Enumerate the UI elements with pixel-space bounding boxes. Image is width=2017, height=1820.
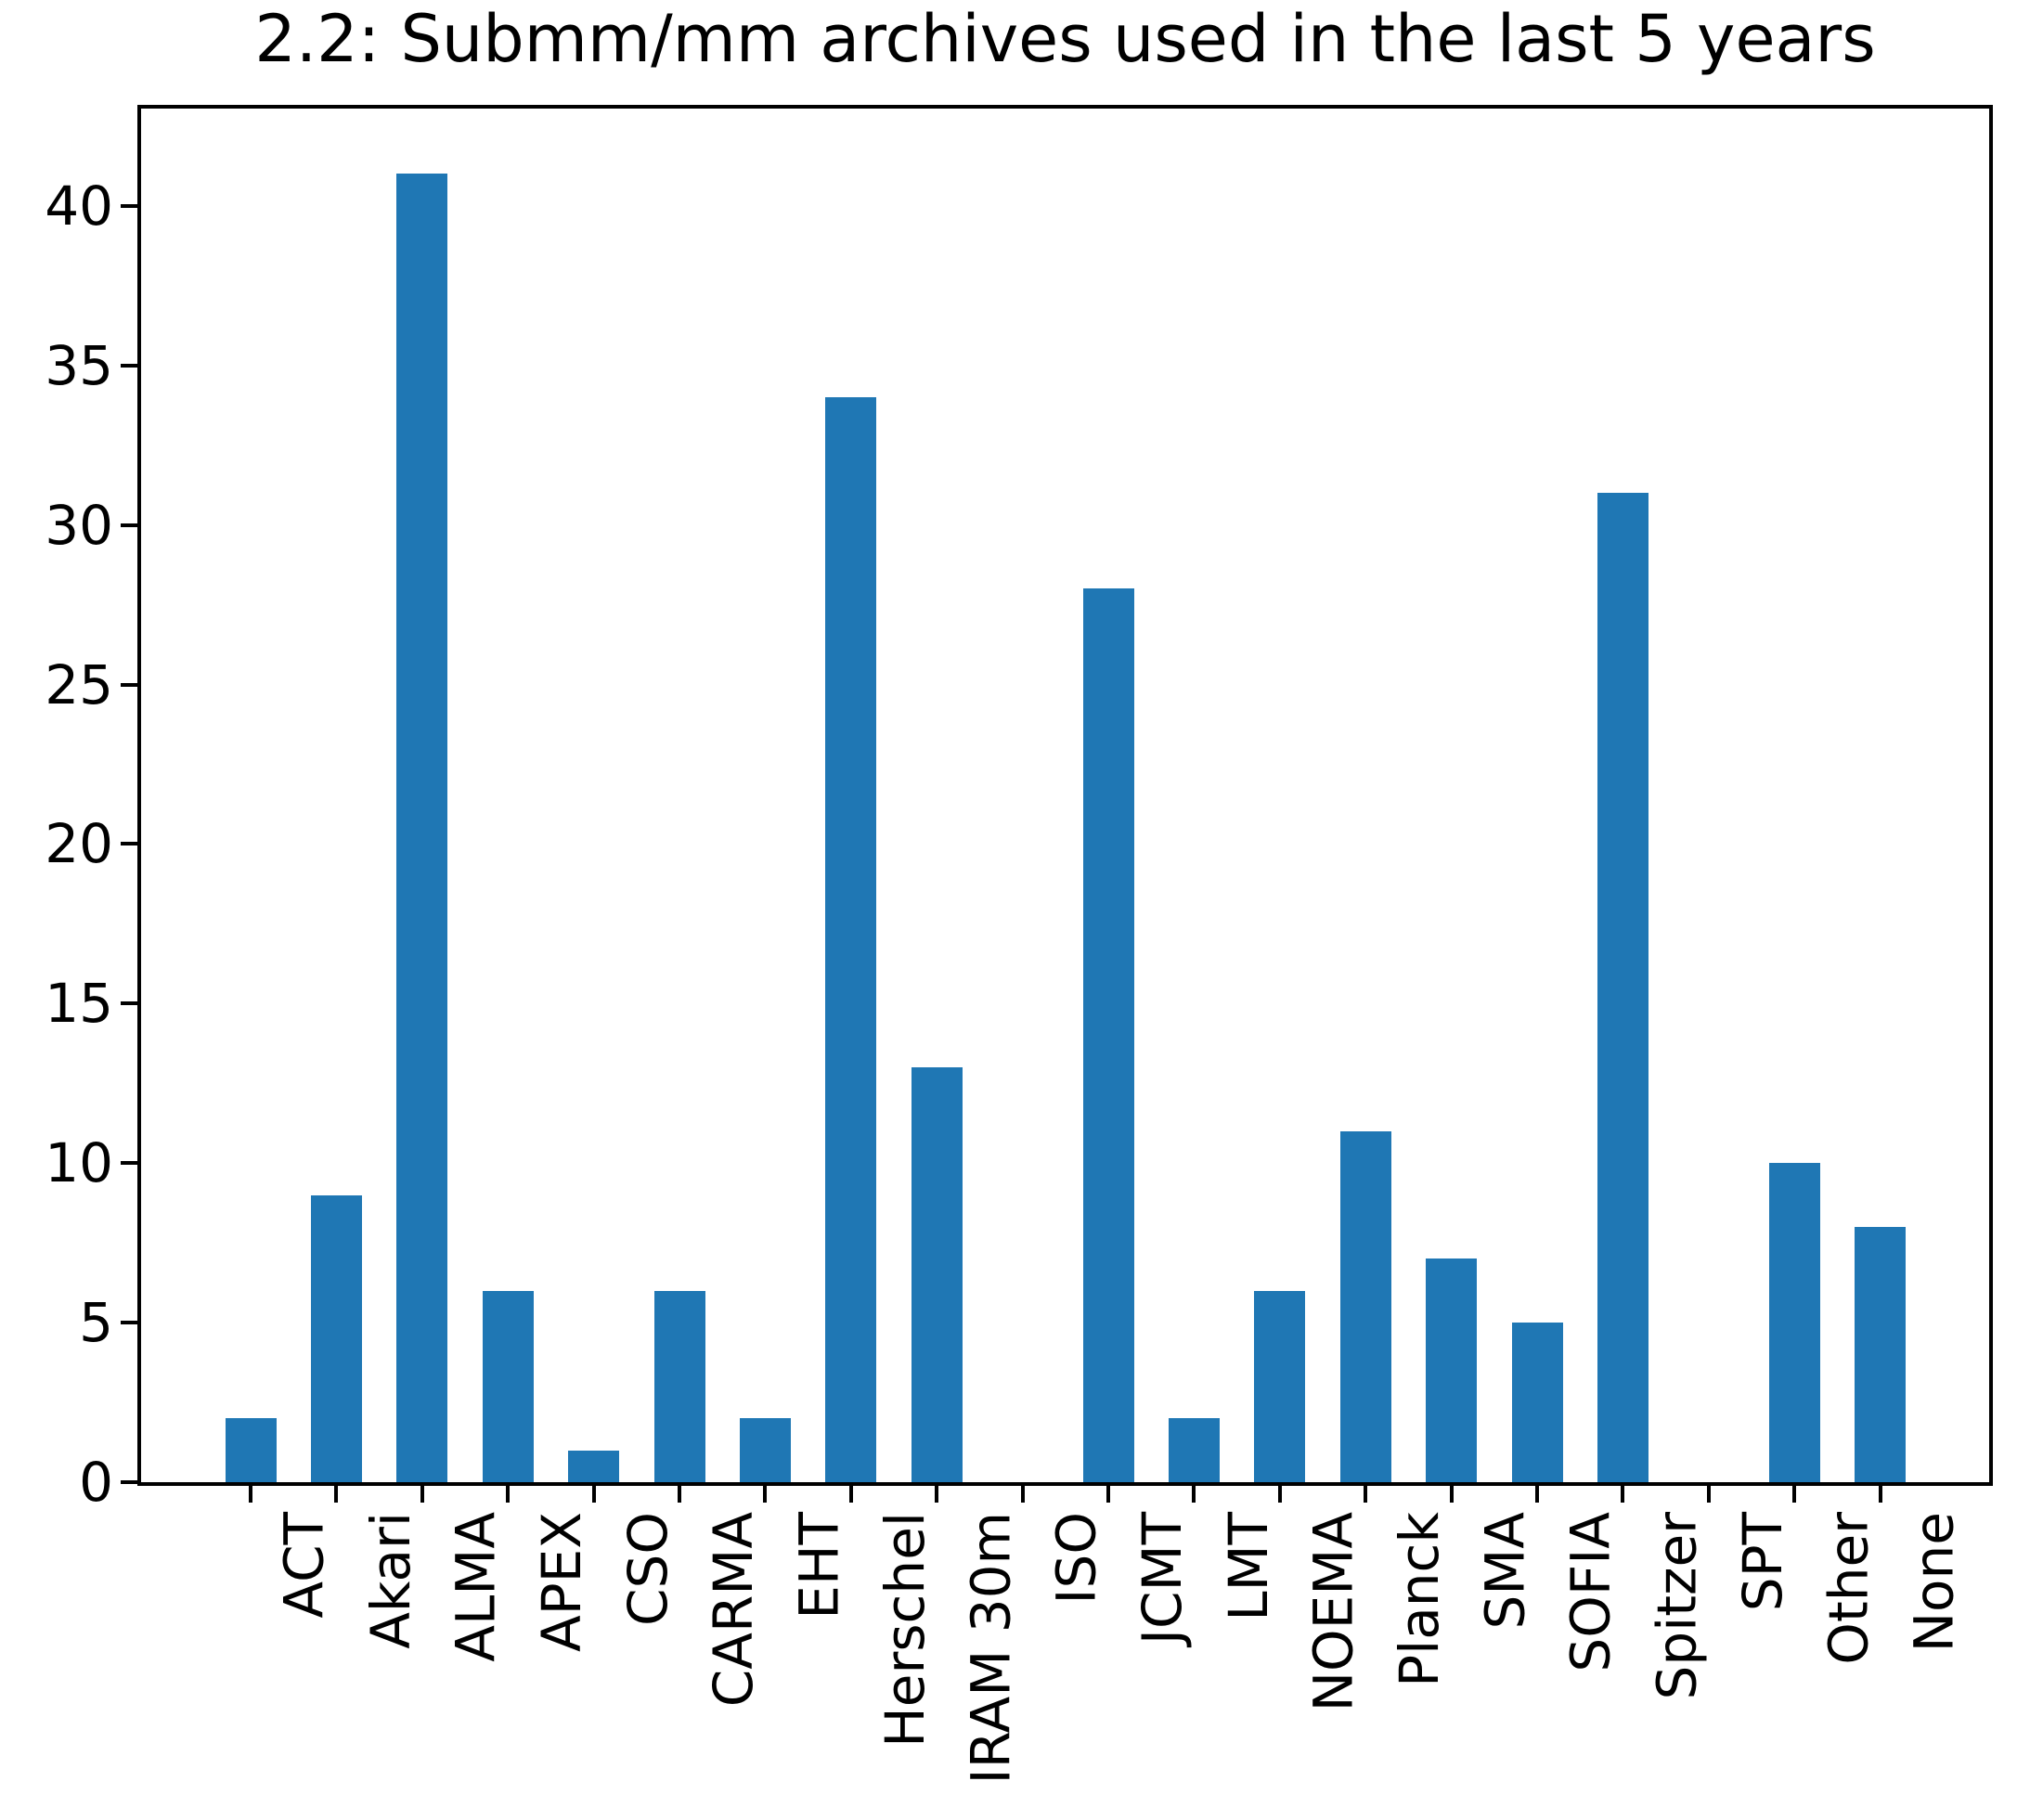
bar-carma	[653, 1290, 705, 1482]
x-tick-label-alma: ALMA	[444, 1512, 508, 1662]
bar-apex	[482, 1290, 534, 1482]
x-tick-mark	[848, 1486, 853, 1503]
x-tick-mark	[1878, 1486, 1882, 1503]
x-tick-label-apex: APEX	[530, 1512, 594, 1653]
x-tick-label-act: ACT	[273, 1512, 336, 1619]
x-tick-mark	[678, 1486, 681, 1503]
y-tick-label: 40	[45, 174, 113, 238]
x-tick-label-cso: CSO	[615, 1512, 679, 1626]
x-tick-mark	[1106, 1486, 1110, 1503]
bar-planck	[1339, 1130, 1391, 1482]
x-tick-label-lmt: LMT	[1216, 1512, 1280, 1621]
x-tick-label-jcmt: JCMT	[1131, 1512, 1194, 1646]
y-tick-label: 30	[45, 493, 113, 557]
bar-other	[1768, 1163, 1820, 1482]
y-tick-mark	[121, 1321, 137, 1325]
x-tick-label-iso: ISO	[1044, 1512, 1108, 1605]
x-tick-label-akari: Akari	[358, 1512, 422, 1649]
bar-herschel	[825, 397, 877, 1482]
x-tick-label-none: None	[1902, 1512, 1966, 1653]
x-tick-mark	[506, 1486, 511, 1503]
x-tick-mark	[249, 1486, 252, 1503]
x-tick-mark	[1621, 1486, 1625, 1503]
y-tick-label: 10	[45, 1131, 113, 1195]
bar-none	[1855, 1226, 1907, 1482]
y-tick-label: 5	[79, 1291, 113, 1355]
bar-noema	[1254, 1290, 1306, 1482]
y-tick-label: 15	[45, 972, 113, 1036]
x-tick-mark	[1449, 1486, 1454, 1503]
x-tick-mark	[1535, 1486, 1539, 1503]
x-tick-mark	[1277, 1486, 1282, 1503]
x-tick-mark	[935, 1486, 939, 1503]
chart-title: 2.2: Submm/mm archives used in the last …	[254, 1, 1876, 77]
x-tick-label-noema: NOEMA	[1301, 1512, 1365, 1712]
y-tick-label: 25	[45, 652, 113, 716]
bar-spitzer	[1597, 493, 1649, 1482]
bar-eht	[739, 1418, 791, 1482]
y-tick-mark	[121, 1480, 137, 1484]
plot-area	[137, 105, 1993, 1486]
x-tick-label-spt: SPT	[1730, 1512, 1794, 1612]
x-tick-label-sma: SMA	[1473, 1512, 1537, 1630]
y-tick-label: 20	[45, 812, 113, 876]
x-tick-mark	[334, 1486, 339, 1503]
bar-act	[225, 1418, 277, 1482]
x-tick-mark	[420, 1486, 424, 1503]
x-tick-label-other: Other	[1817, 1512, 1881, 1665]
x-tick-label-sofia: SOFIA	[1559, 1512, 1623, 1672]
y-tick-label: 35	[45, 333, 113, 397]
x-tick-mark	[1364, 1486, 1368, 1503]
x-tick-mark	[1792, 1486, 1797, 1503]
y-tick-mark	[121, 1001, 137, 1006]
x-tick-mark	[591, 1486, 596, 1503]
x-tick-label-carma: CARMA	[702, 1512, 765, 1708]
y-tick-label: 0	[79, 1451, 113, 1514]
x-tick-label-iram-30m: IRAM 30m	[959, 1512, 1023, 1785]
bar-akari	[310, 1194, 362, 1482]
x-tick-mark	[763, 1486, 768, 1503]
x-tick-label-spitzer: Spitzer	[1645, 1512, 1709, 1700]
x-tick-mark	[1192, 1486, 1196, 1503]
bar-alma	[396, 174, 448, 1482]
bar-sma	[1426, 1259, 1478, 1482]
x-tick-label-planck: Planck	[1388, 1512, 1452, 1687]
y-tick-mark	[121, 682, 137, 687]
y-tick-mark	[121, 363, 137, 368]
bar-cso	[568, 1450, 620, 1482]
x-tick-label-herschel: Herschel	[873, 1512, 937, 1748]
bar-iram-30m	[911, 1067, 963, 1482]
x-tick-label-eht: EHT	[787, 1512, 851, 1620]
y-tick-mark	[121, 1161, 137, 1166]
bar-lmt	[1168, 1418, 1220, 1482]
x-tick-mark	[1706, 1486, 1711, 1503]
bar-jcmt	[1082, 588, 1134, 1482]
x-tick-mark	[1020, 1486, 1025, 1503]
y-tick-mark	[121, 842, 137, 846]
y-tick-mark	[121, 203, 137, 208]
bar-sofia	[1511, 1323, 1563, 1482]
y-tick-mark	[121, 523, 137, 527]
